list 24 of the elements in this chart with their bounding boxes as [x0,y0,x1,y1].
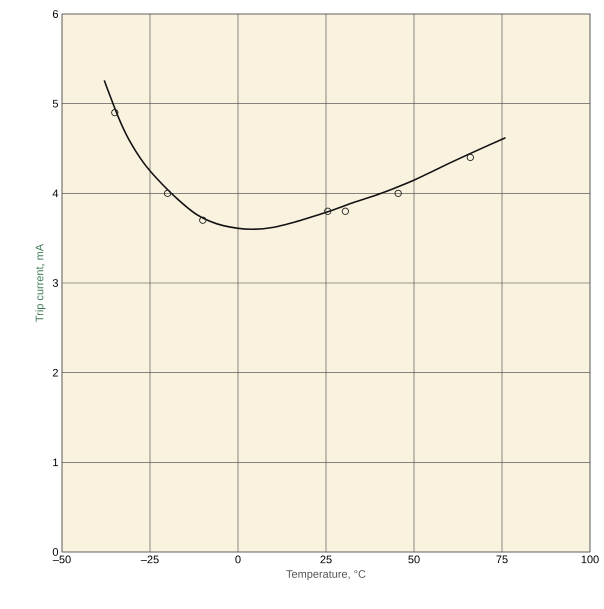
point [164,190,172,197]
y-tick-label: 3 [52,279,58,287]
x-tick-label: 50 [408,556,420,564]
point [111,108,118,116]
point [342,208,349,215]
point [324,208,332,215]
x-axis-title: Temperature, °C [286,570,366,580]
line-series [103,80,506,230]
y-tick-label: 4 [52,190,58,198]
x-tick-label: 100 [582,556,599,564]
x-tick-label: 25 [320,556,332,564]
point [394,190,402,197]
x-tick-label: –50 [52,556,71,564]
y-tick-label: 0 [52,548,58,556]
y-tick-label: 5 [52,100,58,108]
y-tick-label: 2 [52,368,58,376]
point [466,154,474,162]
y-tick-label: 6 [52,10,58,18]
x-tick-label: –25 [140,556,159,564]
x-tick-label: 0 [235,556,241,564]
point [199,216,206,224]
x-tick-label: 75 [496,556,508,564]
y-tick-label: 1 [53,458,58,466]
y-axis-title: Trip current, mA [35,244,46,322]
